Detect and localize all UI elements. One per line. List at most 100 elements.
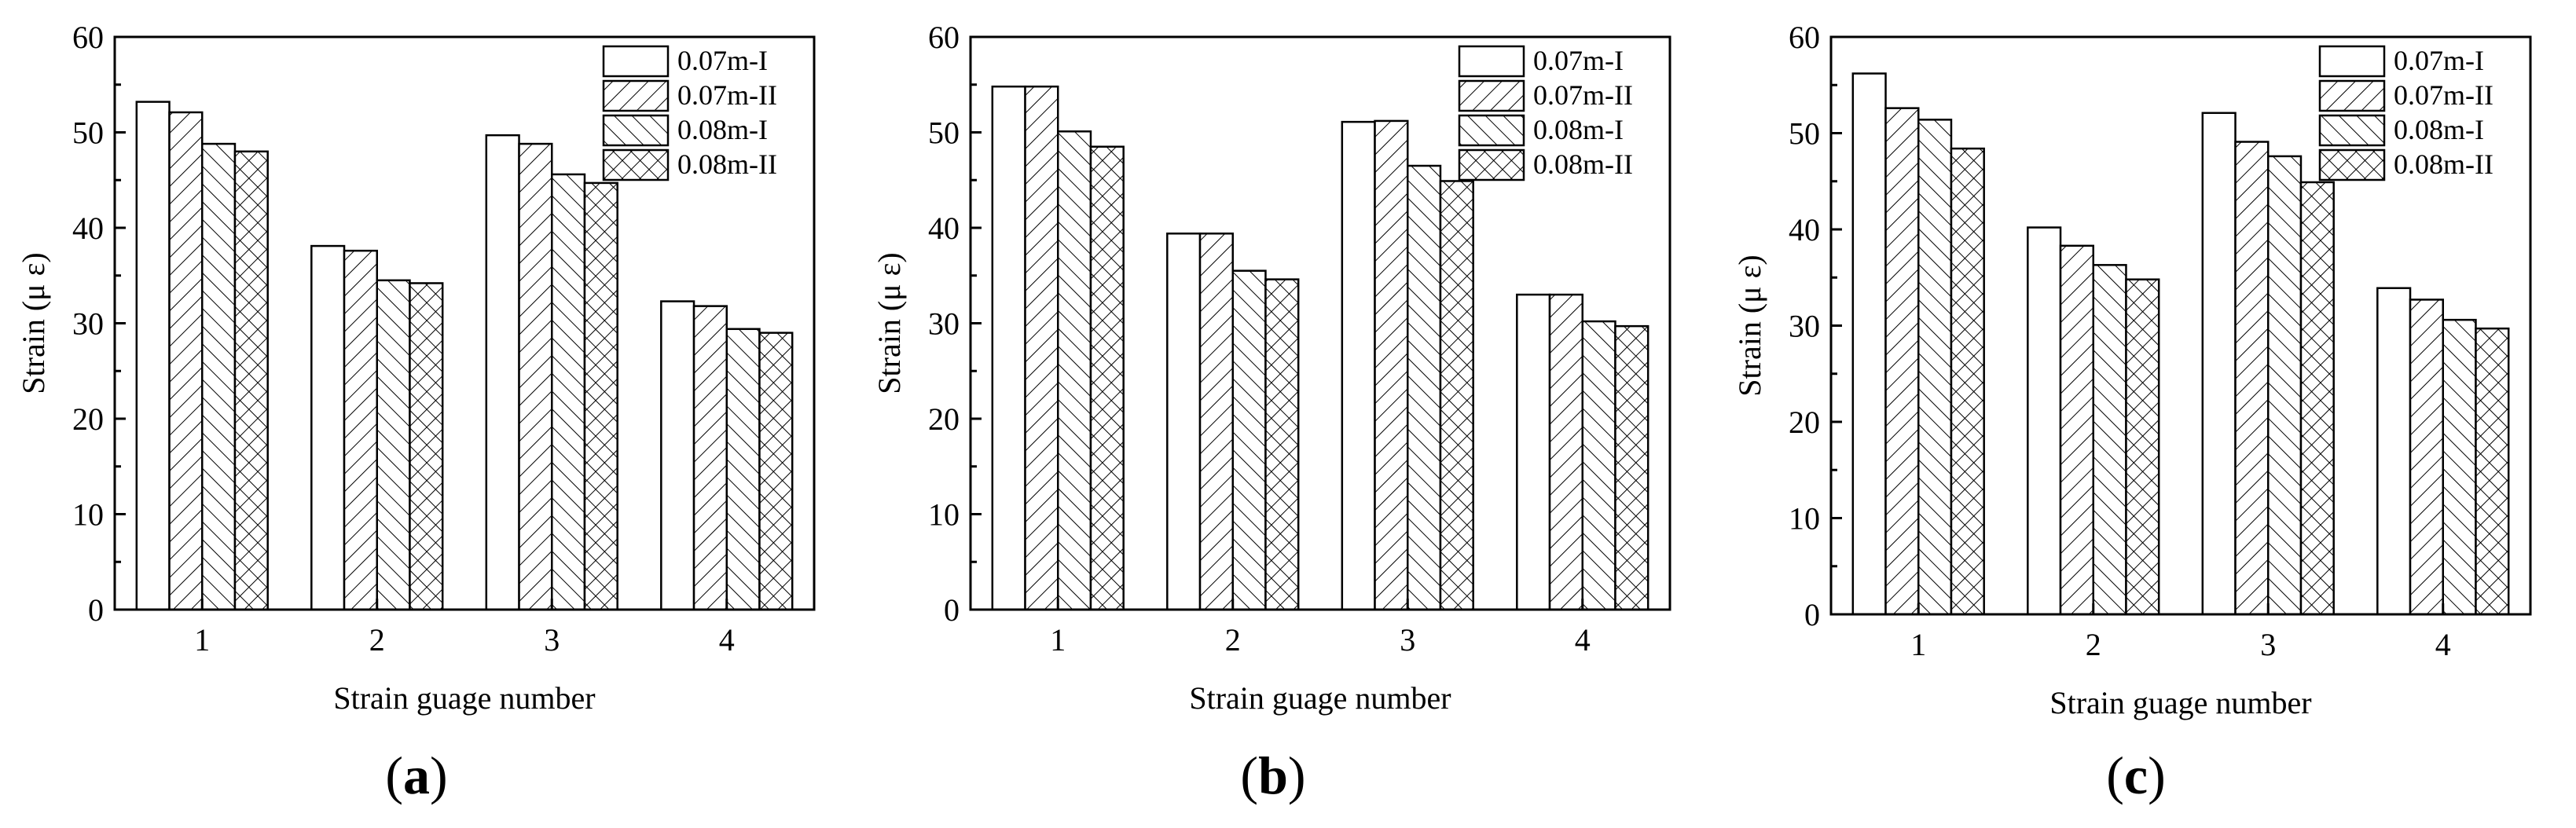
legend-swatch-1 — [1458, 45, 1525, 78]
legend-swatch-4 — [602, 148, 670, 181]
y-tick-label: 20 — [928, 401, 960, 437]
bar-c-series1-gauge4 — [2376, 287, 2412, 616]
bar-b-series3-gauge4 — [1581, 320, 1616, 611]
x-tick-label: 2 — [2086, 627, 2101, 662]
y-tick-label: 40 — [1789, 212, 1820, 247]
bar-c-series4-gauge1 — [1950, 147, 1985, 616]
bar-a-series3-gauge1 — [201, 142, 237, 611]
chart-panel-b: 0 10 20 30 40 50 60 1 2 3 4 Strain guage number Stra… — [872, 20, 1671, 805]
y-tick-label: 40 — [72, 211, 104, 246]
legend-label-1: 0.07m-I — [1533, 45, 1624, 76]
bar-a-series2-gauge1 — [168, 111, 204, 611]
bar-a-series2-gauge4 — [692, 305, 728, 611]
bar-c-series1-gauge1 — [1851, 72, 1887, 616]
chart-panel-c: 0 10 20 30 40 50 60 1 2 3 4 Strain guage number Stra… — [1732, 20, 2532, 805]
x-tick-label: 4 — [2435, 627, 2451, 662]
bar-b-series2-gauge4 — [1548, 293, 1583, 611]
y-tick-label: 30 — [1789, 309, 1820, 344]
y-tick-label: 60 — [928, 20, 960, 55]
bar-b-series1-gauge1 — [991, 85, 1026, 611]
bar-a-series4-gauge4 — [758, 332, 794, 611]
bar-a-series3-gauge3 — [551, 173, 586, 611]
legend-label-4: 0.08m-II — [677, 148, 777, 180]
legend-swatch-3 — [602, 114, 670, 147]
bar-a-series3-gauge4 — [725, 328, 761, 611]
y-tick-label: 10 — [1789, 501, 1820, 537]
bar-c-series2-gauge3 — [2234, 141, 2270, 616]
legend-swatch-2 — [1458, 79, 1525, 112]
legend-swatch-2 — [2318, 79, 2386, 112]
chart-panel-a: 0 10 20 30 40 50 60 1 2 3 4 Strain guage number Stra… — [16, 20, 816, 805]
x-tick-label: 3 — [544, 622, 560, 658]
bar-c-series3-gauge4 — [2442, 318, 2477, 616]
y-tick-label: 60 — [1789, 20, 1820, 55]
x-tick-label: 4 — [1575, 622, 1591, 658]
legend-label-3: 0.08m-I — [1533, 114, 1624, 145]
x-tick-label: 3 — [1400, 622, 1415, 658]
bar-b-series1-gauge3 — [1341, 120, 1376, 611]
bar-a-series1-gauge2 — [310, 244, 346, 611]
bar-b-series4-gauge4 — [1614, 324, 1649, 611]
y-tick-label: 50 — [1789, 116, 1820, 152]
legend-label-1: 0.07m-I — [677, 45, 768, 76]
y-tick-label: 0 — [1804, 597, 1820, 632]
x-axis-title: Strain guage number — [333, 680, 595, 716]
y-tick-label: 60 — [72, 20, 104, 55]
bar-a-series4-gauge3 — [583, 181, 618, 611]
bar-b-series2-gauge3 — [1374, 119, 1409, 611]
x-tick-label: 1 — [1050, 622, 1066, 658]
panel-label: (c) — [2106, 746, 2166, 805]
bar-c-series3-gauge3 — [2267, 155, 2303, 616]
legend-swatch-3 — [2318, 114, 2386, 147]
bar-c-series1-gauge2 — [2027, 226, 2062, 616]
bar-c-series3-gauge2 — [2092, 264, 2127, 616]
bar-c-series3-gauge1 — [1917, 119, 1953, 616]
panel-label: (a) — [385, 746, 447, 805]
bar-c-series1-gauge3 — [2201, 112, 2237, 616]
legend-swatch-2 — [602, 79, 670, 112]
y-tick-label: 40 — [928, 211, 960, 246]
bar-c-series2-gauge4 — [2409, 299, 2444, 616]
legend-label-4: 0.08m-II — [2394, 148, 2493, 180]
legend-label-4: 0.08m-II — [1533, 148, 1633, 180]
bar-b-series2-gauge1 — [1024, 85, 1059, 611]
bar-c-series2-gauge2 — [2059, 244, 2094, 616]
y-tick-label: 0 — [944, 592, 960, 628]
bar-b-series3-gauge1 — [1057, 130, 1092, 611]
x-tick-label: 2 — [1225, 622, 1241, 658]
legend-swatch-4 — [1458, 148, 1525, 181]
x-tick-label: 4 — [719, 622, 735, 658]
legend-label-1: 0.07m-I — [2394, 45, 2484, 76]
y-tick-label: 0 — [88, 592, 104, 628]
bar-b-series1-gauge2 — [1166, 233, 1202, 611]
x-axis-title: Strain guage number — [1189, 680, 1451, 716]
bar-a-series1-gauge3 — [485, 134, 520, 611]
bar-a-series1-gauge1 — [135, 101, 171, 611]
bar-b-series3-gauge3 — [1407, 164, 1442, 611]
bar-b-series1-gauge4 — [1516, 293, 1551, 611]
y-tick-label: 20 — [72, 401, 104, 437]
legend-label-3: 0.08m-I — [2394, 114, 2484, 145]
legend-swatch-1 — [602, 45, 670, 78]
y-tick-label: 30 — [72, 306, 104, 342]
bar-a-series3-gauge2 — [376, 279, 411, 611]
bar-b-series4-gauge3 — [1439, 180, 1474, 611]
y-tick-label: 10 — [72, 497, 104, 533]
x-tick-label: 2 — [369, 622, 385, 658]
panel-label: (b) — [1240, 746, 1305, 805]
bar-b-series2-gauge2 — [1198, 233, 1234, 611]
legend-label-3: 0.08m-I — [677, 114, 768, 145]
bar-b-series4-gauge1 — [1089, 145, 1125, 611]
x-tick-label: 3 — [2260, 627, 2276, 662]
y-tick-label: 10 — [928, 497, 960, 533]
y-axis-title: Strain (μ ε) — [16, 252, 51, 394]
y-axis-title: Strain (μ ε) — [872, 252, 907, 394]
bar-c-series4-gauge3 — [2299, 181, 2335, 616]
y-tick-label: 30 — [928, 306, 960, 342]
legend-swatch-4 — [2318, 148, 2386, 181]
bar-a-series4-gauge1 — [233, 150, 269, 611]
legend-label-2: 0.07m-II — [677, 79, 777, 111]
legend-swatch-3 — [1458, 114, 1525, 147]
